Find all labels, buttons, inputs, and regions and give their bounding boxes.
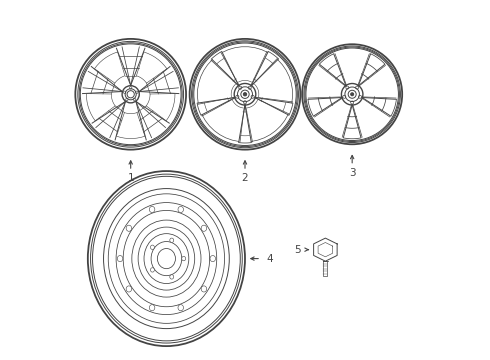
Ellipse shape bbox=[210, 256, 216, 262]
Ellipse shape bbox=[150, 245, 154, 249]
Circle shape bbox=[351, 93, 354, 96]
Ellipse shape bbox=[170, 238, 174, 243]
Text: 2: 2 bbox=[242, 173, 248, 183]
Ellipse shape bbox=[201, 286, 207, 292]
Circle shape bbox=[244, 93, 246, 96]
Ellipse shape bbox=[126, 286, 132, 292]
Polygon shape bbox=[323, 261, 327, 276]
Text: 5: 5 bbox=[294, 245, 300, 255]
Text: 1: 1 bbox=[127, 173, 134, 183]
Ellipse shape bbox=[117, 256, 123, 262]
Ellipse shape bbox=[170, 275, 174, 279]
Ellipse shape bbox=[201, 225, 207, 231]
Polygon shape bbox=[314, 238, 337, 261]
Ellipse shape bbox=[178, 305, 183, 311]
Ellipse shape bbox=[126, 225, 132, 231]
Text: 3: 3 bbox=[349, 168, 355, 178]
Ellipse shape bbox=[182, 256, 186, 261]
Ellipse shape bbox=[149, 206, 155, 212]
Ellipse shape bbox=[149, 305, 155, 311]
Text: 4: 4 bbox=[267, 253, 273, 264]
Ellipse shape bbox=[150, 268, 154, 272]
Ellipse shape bbox=[178, 206, 183, 212]
